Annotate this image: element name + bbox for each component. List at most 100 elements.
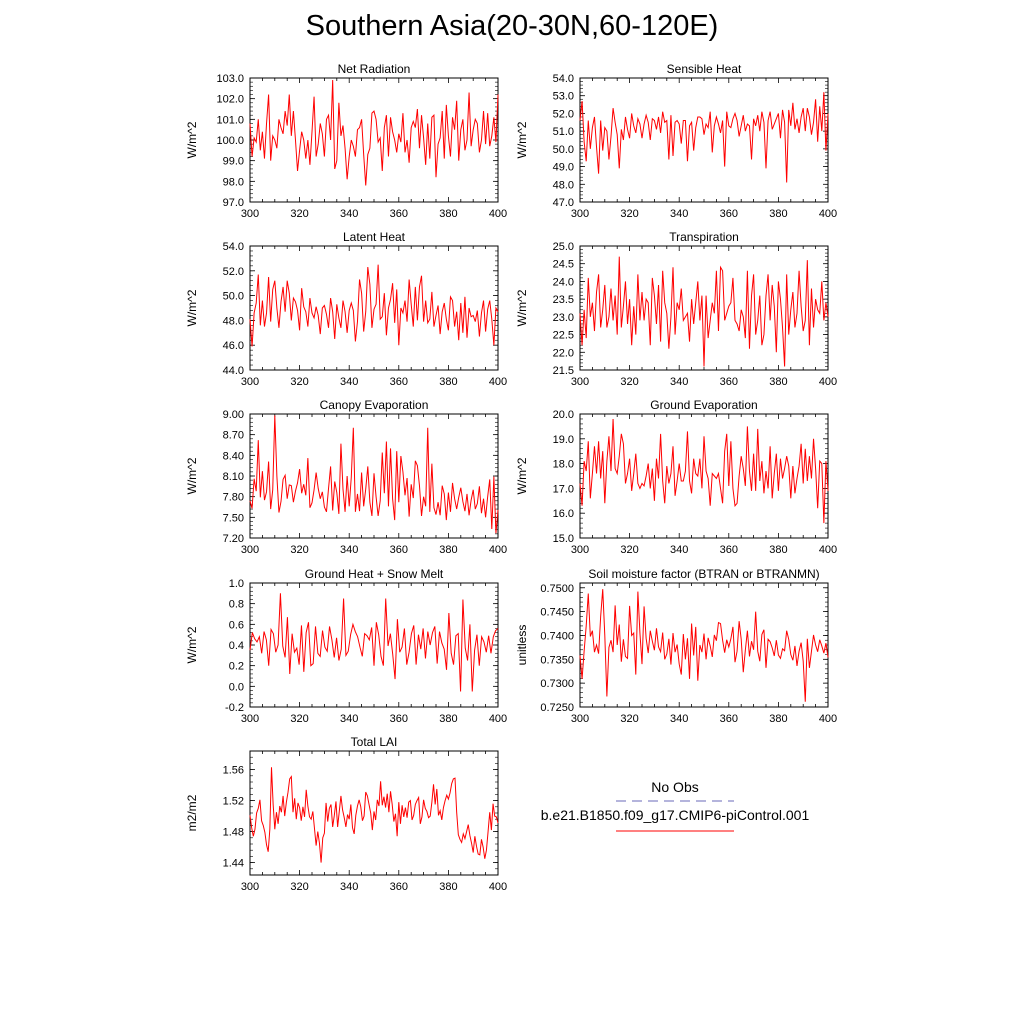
x-tick-label: 300	[571, 713, 589, 725]
y-tick-label: 19.0	[553, 434, 574, 446]
series-line	[579, 256, 829, 367]
panel-title: Latent Heat	[343, 230, 406, 244]
panel-title: Net Radiation	[338, 62, 411, 76]
x-tick-label: 320	[290, 208, 308, 220]
legend-model-label: b.e21.B1850.f09_g17.CMIP6-piControl.001	[541, 807, 810, 823]
y-tick-label: 101.0	[216, 114, 244, 126]
y-tick-label: 1.52	[223, 796, 244, 808]
y-tick-label: 100.0	[216, 135, 244, 147]
y-tick-label: 0.7500	[540, 583, 574, 595]
x-tick-label: 320	[290, 376, 308, 388]
y-tick-label: 0.8	[229, 599, 244, 611]
series-line	[249, 767, 499, 863]
y-tick-label: 8.10	[223, 471, 244, 483]
plot-frame	[579, 413, 829, 539]
y-tick-label: 17.0	[553, 483, 574, 495]
panel-4: Transpiration W/m^2 300 320 340 360 380 400 21.5…	[515, 230, 837, 388]
series-line	[249, 80, 499, 186]
y-tick-label: 25.0	[553, 241, 574, 253]
panel-3: Latent Heat W/m^2 300 320 340 360 380 400 44.0 46…	[185, 230, 507, 388]
y-tick-label: 0.2	[229, 661, 244, 673]
y-axis-label: m2/m2	[185, 794, 199, 831]
y-tick-label: 22.0	[553, 347, 574, 359]
panel-5: Canopy Evaporation W/m^2 300 320 340 360 380 40…	[185, 398, 507, 556]
x-tick-label: 340	[670, 544, 688, 556]
y-tick-label: 0.6	[229, 619, 244, 631]
x-tick-label: 320	[620, 713, 638, 725]
y-tick-label: 51.0	[553, 126, 574, 138]
y-tick-label: 24.5	[553, 259, 574, 271]
y-axis-label: W/m^2	[515, 121, 529, 158]
y-axis-label: W/m^2	[515, 289, 529, 326]
y-axis-label: W/m^2	[185, 289, 199, 326]
x-tick-label: 380	[769, 208, 787, 220]
x-tick-label: 380	[439, 208, 457, 220]
y-tick-label: 7.50	[223, 512, 244, 524]
x-tick-label: 400	[819, 713, 837, 725]
y-tick-label: 48.0	[553, 179, 574, 191]
x-tick-label: 360	[390, 376, 408, 388]
x-tick-label: 360	[390, 544, 408, 556]
x-tick-label: 380	[769, 544, 787, 556]
y-tick-label: 18.0	[553, 459, 574, 471]
x-tick-label: 300	[571, 208, 589, 220]
series-line	[579, 589, 829, 702]
panel-title: Soil moisture factor (BTRAN or BTRANMN)	[588, 567, 819, 581]
y-tick-label: 7.20	[223, 533, 244, 545]
series-line	[579, 92, 829, 183]
y-tick-label: 0.7300	[540, 678, 574, 690]
x-tick-label: 300	[241, 544, 259, 556]
y-tick-label: 47.0	[553, 197, 574, 209]
y-tick-label: 54.0	[223, 241, 244, 253]
panel-title: Ground Heat + Snow Melt	[305, 567, 444, 581]
y-tick-label: 0.0	[229, 681, 244, 693]
x-tick-label: 340	[340, 376, 358, 388]
x-tick-label: 400	[489, 881, 507, 893]
x-tick-label: 300	[571, 376, 589, 388]
x-tick-label: 320	[620, 376, 638, 388]
x-tick-label: 360	[720, 544, 738, 556]
x-tick-label: 360	[720, 208, 738, 220]
x-tick-label: 400	[819, 208, 837, 220]
x-tick-label: 320	[620, 208, 638, 220]
figure-title: Southern Asia(20-30N,60-120E)	[305, 10, 719, 42]
x-tick-label: 380	[769, 713, 787, 725]
y-tick-label: 7.80	[223, 492, 244, 504]
panel-7: Ground Heat + Snow Melt W/m^2 300 320 340 360…	[185, 567, 507, 725]
series-line	[249, 415, 499, 534]
y-axis-label: W/m^2	[185, 626, 199, 663]
y-tick-label: 44.0	[223, 365, 244, 377]
panel-title: Ground Evaporation	[650, 398, 757, 412]
x-tick-label: 400	[819, 544, 837, 556]
y-tick-label: 0.4	[229, 640, 244, 652]
panel-8: Soil moisture factor (BTRAN or BTRANMN) u…	[515, 567, 837, 725]
x-tick-label: 400	[489, 208, 507, 220]
y-tick-label: 0.7250	[540, 702, 574, 714]
x-tick-label: 380	[439, 376, 457, 388]
x-tick-label: 360	[390, 881, 408, 893]
y-tick-label: 1.56	[223, 765, 244, 777]
panel-2: Sensible Heat W/m^2 300 320 340 360 380 400 47.0…	[515, 62, 837, 220]
y-tick-label: 50.0	[553, 144, 574, 156]
panel-title: Canopy Evaporation	[320, 398, 429, 412]
y-tick-label: 23.5	[553, 294, 574, 306]
y-tick-label: 16.0	[553, 508, 574, 520]
y-tick-label: 1.44	[223, 858, 244, 870]
y-axis-label: W/m^2	[515, 457, 529, 494]
x-tick-label: 360	[720, 376, 738, 388]
series-line	[249, 593, 499, 692]
x-tick-label: 340	[670, 208, 688, 220]
y-tick-label: 52.0	[223, 266, 244, 278]
y-tick-label: 103.0	[216, 73, 244, 85]
y-axis-label: unitless	[515, 625, 529, 666]
y-tick-label: -0.2	[225, 702, 244, 714]
x-tick-label: 380	[439, 544, 457, 556]
x-tick-label: 300	[241, 208, 259, 220]
series-line	[249, 264, 499, 347]
x-tick-label: 340	[340, 713, 358, 725]
x-tick-label: 400	[489, 544, 507, 556]
x-tick-label: 320	[620, 544, 638, 556]
panel-title: Sensible Heat	[667, 62, 742, 76]
x-tick-label: 340	[670, 376, 688, 388]
